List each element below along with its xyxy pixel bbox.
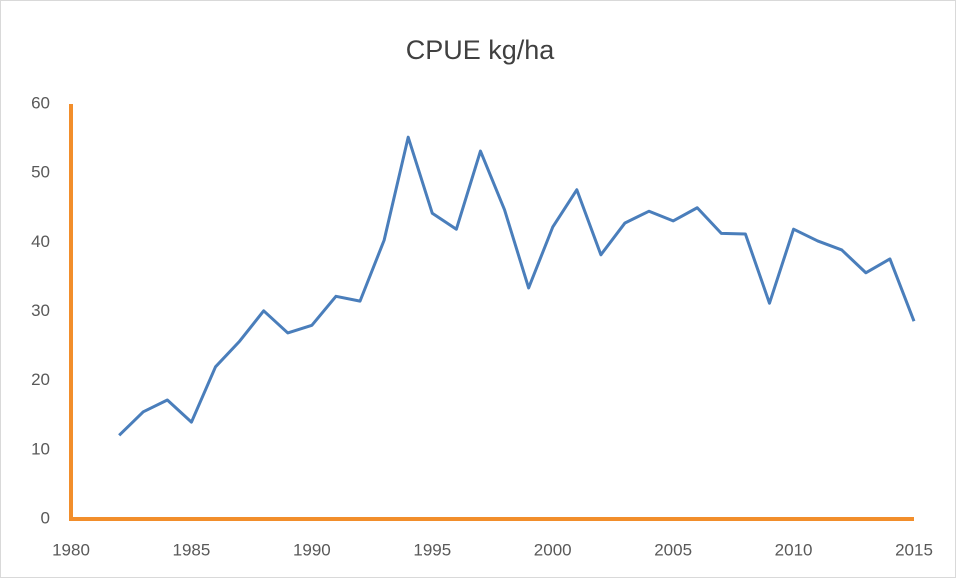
x-tick-label: 2005 — [654, 540, 692, 559]
x-tick-label: 2010 — [775, 540, 813, 559]
x-tick-label: 2015 — [895, 540, 933, 559]
y-tick-label: 30 — [31, 301, 50, 320]
x-tick-label: 1990 — [293, 540, 331, 559]
x-tick-label: 1980 — [52, 540, 90, 559]
x-tick-label: 1995 — [413, 540, 451, 559]
y-tick-label: 40 — [31, 232, 50, 251]
y-tick-label: 10 — [31, 439, 50, 458]
y-tick-label: 50 — [31, 163, 50, 182]
y-tick-label: 20 — [31, 370, 50, 389]
chart-title: CPUE kg/ha — [406, 35, 556, 65]
x-tick-label: 1985 — [173, 540, 211, 559]
data-line — [118, 135, 916, 437]
y-tick-label: 60 — [31, 93, 50, 112]
x-tick-label: 2000 — [534, 540, 572, 559]
y-tick-label: 0 — [41, 508, 50, 527]
